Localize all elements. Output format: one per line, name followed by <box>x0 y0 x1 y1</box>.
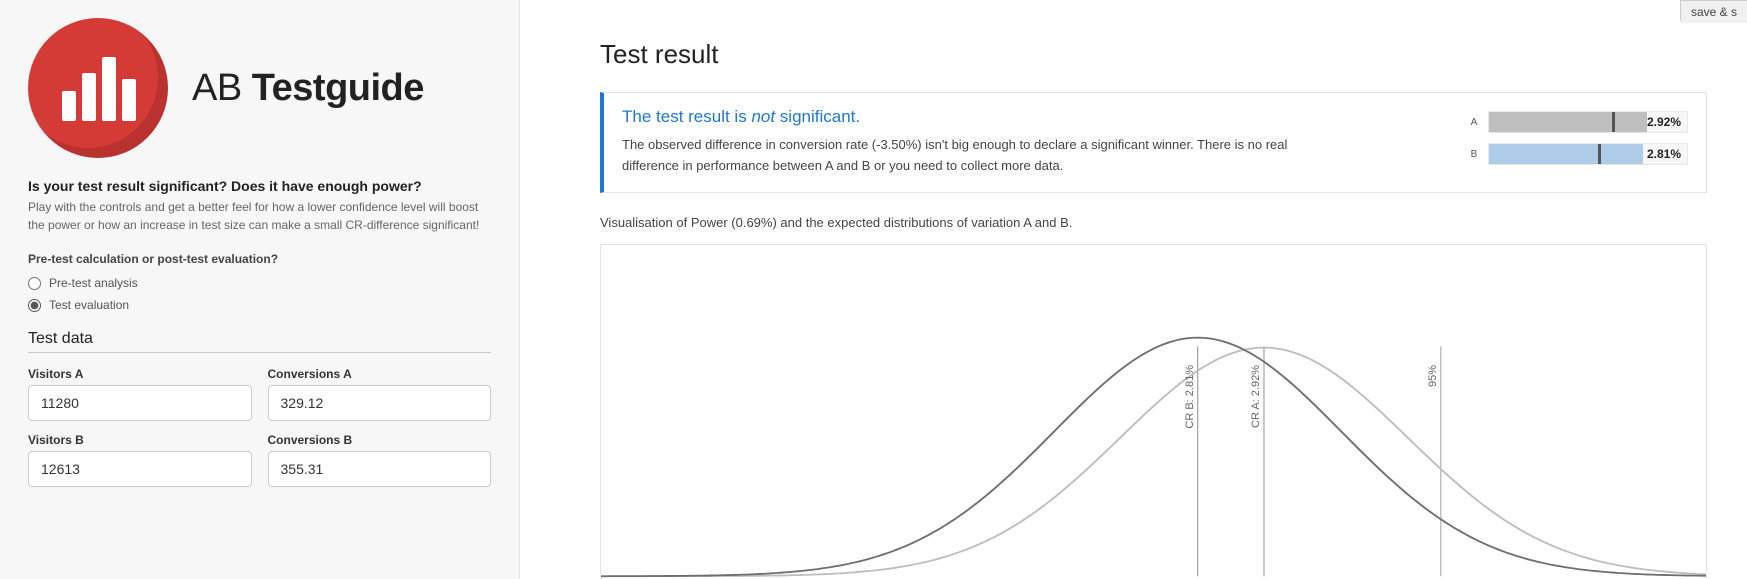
lead-description: Play with the controls and get a better … <box>28 198 488 234</box>
mini-bar-track: 2.92% <box>1488 111 1688 133</box>
save-button[interactable]: save & s <box>1680 0 1747 23</box>
viz-vline-label: CR B: 2.81% <box>1184 365 1196 429</box>
result-body: The observed difference in conversion ra… <box>622 135 1322 175</box>
brand-badge <box>28 18 168 158</box>
mini-bar-row: A 2.92% <box>1468 111 1688 133</box>
result-callout: The test result is not significant. The … <box>600 92 1707 192</box>
radio-evaluation-input[interactable] <box>28 299 41 312</box>
result-headline-post: significant. <box>775 107 860 126</box>
result-headline-em: not <box>751 107 775 126</box>
radio-evaluation[interactable]: Test evaluation <box>28 298 491 312</box>
mini-bar-value: 2.92% <box>1647 115 1681 129</box>
mini-bar-chart: A 2.92% B 2.81% <box>1468 107 1688 165</box>
result-headline-pre: The test result is <box>622 107 751 126</box>
viz-vline-label: CR A: 2.92% <box>1250 365 1262 428</box>
mini-bar-track: 2.81% <box>1488 143 1688 165</box>
mini-bar-fill <box>1489 144 1643 164</box>
brand-text-thin: AB <box>192 67 252 109</box>
mini-bar-label: A <box>1468 117 1480 128</box>
label-visitors-b: Visitors B <box>28 433 252 447</box>
label-conversions-a: Conversions A <box>268 367 492 381</box>
mini-bar-tick <box>1612 112 1615 132</box>
radio-pretest-label: Pre-test analysis <box>49 276 138 290</box>
mini-bar-row: B 2.81% <box>1468 143 1688 165</box>
input-conversions-a[interactable] <box>268 385 492 421</box>
field-conversions-b: Conversions B <box>268 433 492 487</box>
mini-bar-tick <box>1598 144 1601 164</box>
label-conversions-b: Conversions B <box>268 433 492 447</box>
result-headline: The test result is not significant. <box>622 107 1448 127</box>
main: save & s Test result The test result is … <box>520 0 1747 579</box>
label-visitors-a: Visitors A <box>28 367 252 381</box>
brand-text-bold: Testguide <box>252 67 424 109</box>
input-visitors-a[interactable] <box>28 385 252 421</box>
viz-caption: Visualisation of Power (0.69%) and the e… <box>600 215 1707 230</box>
viz-vline-label: 95% <box>1427 365 1439 387</box>
brand-logo-row: AB Testguide <box>28 18 491 158</box>
section-testdata-heading: Test data <box>28 330 491 353</box>
brand-text: AB Testguide <box>192 67 424 110</box>
mini-bar-fill <box>1489 112 1647 132</box>
mini-bar-value: 2.81% <box>1647 147 1681 161</box>
lead-question: Is your test result significant? Does it… <box>28 178 491 194</box>
input-conversions-b[interactable] <box>268 451 492 487</box>
mini-bar-label: B <box>1468 149 1480 160</box>
viz-distribution-chart: CR B: 2.81% CR A: 2.92% 95% <box>600 244 1707 579</box>
bar-chart-icon <box>58 53 138 123</box>
page-title: Test result <box>600 39 1707 70</box>
field-visitors-b: Visitors B <box>28 433 252 487</box>
radio-evaluation-label: Test evaluation <box>49 298 129 312</box>
field-conversions-a: Conversions A <box>268 367 492 421</box>
mode-question: Pre-test calculation or post-test evalua… <box>28 252 491 266</box>
field-visitors-a: Visitors A <box>28 367 252 421</box>
input-visitors-b[interactable] <box>28 451 252 487</box>
radio-pretest[interactable]: Pre-test analysis <box>28 276 491 290</box>
sidebar: AB Testguide Is your test result signifi… <box>0 0 520 579</box>
radio-pretest-input[interactable] <box>28 277 41 290</box>
